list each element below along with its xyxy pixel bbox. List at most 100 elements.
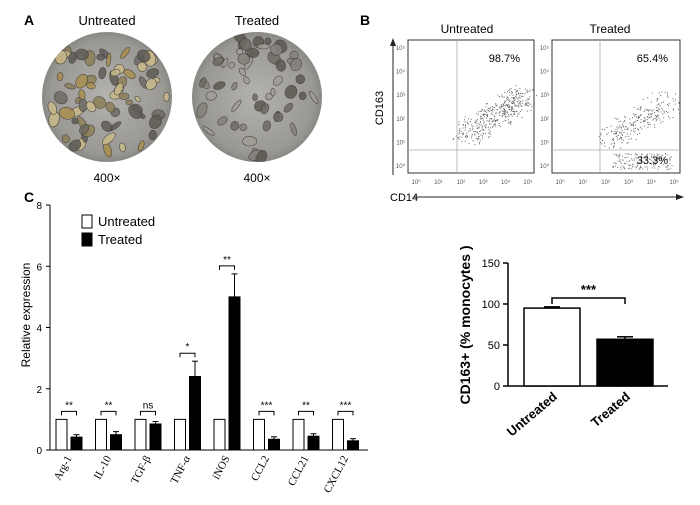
flow-event-dot [658, 108, 660, 110]
flow-event-dot [508, 107, 510, 109]
flow-event-dot [644, 166, 646, 168]
flow-event-dot [627, 142, 629, 144]
flow-event-dot [650, 101, 652, 103]
flow-event-dot [639, 167, 641, 168]
significance-bracket [61, 410, 77, 416]
flow-event-dot [528, 102, 530, 104]
flow-event-dot [620, 132, 622, 134]
flow-event-dot [628, 153, 630, 155]
flow-event-dot [649, 162, 650, 164]
flow-event-dot [517, 101, 519, 103]
flow-event-dot [485, 126, 487, 128]
flow-event-dot [646, 166, 648, 168]
flow-event-dot [509, 100, 510, 102]
flow-event-dot [469, 128, 471, 129]
flow-event-dot [483, 110, 485, 112]
significance-label: ** [105, 400, 113, 411]
flow-event-dot [647, 116, 649, 118]
flow-event-dot [477, 127, 479, 129]
flow-event-dot [640, 121, 642, 123]
flow-event-dot [513, 98, 515, 100]
flow-event-dot [533, 88, 535, 90]
flow-event-dot [479, 110, 481, 112]
flow-event-dot [499, 106, 501, 108]
cell-blob [148, 129, 157, 141]
flow-event-dot [622, 123, 623, 125]
flow-event-dot [620, 137, 622, 139]
flow-treated-upper-quadrant-percent: 65.4% [637, 53, 668, 65]
flow-event-dot [482, 114, 484, 116]
flow-event-dot [507, 91, 509, 93]
panel-label-c: C [24, 189, 34, 205]
flow-event-dot [641, 153, 643, 155]
flow-event-dot [654, 112, 656, 114]
flow-event-dot [644, 117, 646, 119]
flow-event-dot [601, 128, 603, 130]
significance-bracket [140, 410, 156, 416]
bar-treated [110, 434, 122, 451]
flow-event-dot [457, 137, 459, 139]
flow-event-dot [486, 117, 488, 119]
flow-event-dot [487, 116, 488, 118]
flow-event-dot [483, 122, 485, 124]
flow-event-dot [458, 131, 460, 133]
flow-event-dot [624, 128, 626, 130]
flow-event-dot [657, 107, 659, 109]
significance-bracket [100, 410, 117, 416]
flow-event-dot [503, 112, 505, 114]
flow-event-dot [640, 126, 642, 128]
flow-event-dot [641, 157, 643, 158]
flow-event-dot [509, 88, 511, 90]
flow-event-dot [628, 138, 630, 140]
flow-event-dot [669, 159, 671, 161]
flow-event-dot [495, 121, 496, 123]
flow-event-dot [638, 116, 640, 118]
cell-blob [217, 116, 228, 126]
flow-y-tick-label: 10⁴ [396, 69, 406, 76]
flow-event-dot [612, 166, 614, 168]
flow-event-dot [496, 119, 497, 121]
flow-event-dot [614, 133, 616, 135]
flow-event-dot [608, 147, 610, 149]
flow-event-dot [623, 132, 625, 133]
flow-event-dot [613, 165, 615, 167]
cell-blob [101, 120, 113, 132]
panel-label-b: B [360, 12, 370, 28]
flow-x-tick-label: 10⁵ [669, 179, 679, 186]
flow-event-dot [503, 104, 504, 106]
flow-event-dot [518, 106, 520, 108]
flow-event-dot [645, 119, 647, 121]
cell-blob [138, 140, 145, 152]
flow-y-axis-arrowhead [390, 38, 396, 46]
flow-event-dot [504, 119, 506, 121]
flow-event-dot [492, 106, 493, 108]
cell-blob [205, 90, 217, 101]
flow-event-dot [478, 143, 480, 145]
flow-y-tick-label: 10⁵ [396, 45, 406, 52]
flow-event-dot [489, 110, 490, 112]
flow-event-dot [511, 107, 513, 109]
flow-event-dot [481, 109, 483, 110]
flow-event-dot [504, 108, 505, 110]
cell-blob [93, 96, 107, 109]
flow-event-dot [669, 163, 671, 165]
flow-event-dot [495, 113, 497, 115]
flow-event-dot [499, 126, 501, 128]
flow-event-dot [494, 123, 496, 125]
cell-blob [242, 136, 258, 147]
flow-event-dot [517, 113, 519, 115]
flow-event-dot [655, 118, 657, 120]
cell-blob [119, 142, 126, 153]
flow-event-dot [496, 105, 498, 107]
flow-event-dot [629, 133, 631, 135]
flow-event-dot [651, 110, 653, 112]
flow-event-dot [494, 120, 496, 121]
flow-event-dot [669, 157, 671, 159]
cell-blob [284, 85, 298, 99]
cell-blob [101, 132, 116, 146]
cell-blob [246, 47, 260, 58]
flow-event-dot [526, 90, 528, 92]
flow-event-dot [519, 97, 521, 99]
flow-event-dot [468, 130, 470, 132]
flow-event-dot [654, 162, 656, 164]
